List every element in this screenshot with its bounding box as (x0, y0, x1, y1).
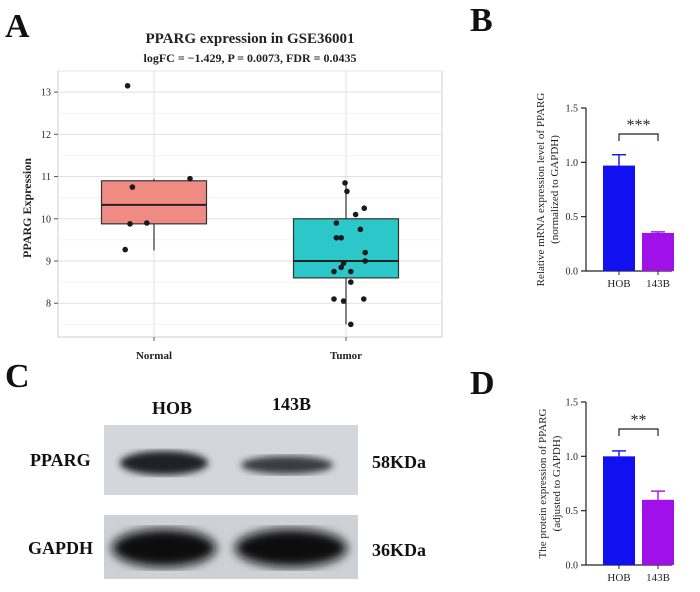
y-tick-label: 1.0 (566, 452, 579, 463)
blot-band-gapdh-hob (112, 529, 216, 567)
blot-band-pparg-143b (241, 456, 333, 474)
y-tick-label: 0.5 (566, 506, 579, 517)
data-point (331, 268, 337, 275)
y-tick-label: 10 (41, 214, 51, 225)
bar-143b (642, 232, 674, 271)
data-point (338, 264, 345, 271)
blot-protein-gapdh: GAPDH (28, 538, 93, 558)
data-point (348, 279, 354, 285)
x-tick-label: HOB (607, 572, 630, 584)
y-axis-label-line1: Relative mRNA expression level of PPARG (535, 93, 547, 287)
significance-bracket (618, 133, 659, 141)
chart-a-ylabel: PPARG Expression (20, 158, 34, 258)
y-tick-label: 9 (46, 257, 51, 268)
data-point (344, 188, 350, 195)
blot-band-pparg-hob (120, 451, 208, 475)
blot-protein-pparg: PPARG (30, 450, 91, 470)
data-point (360, 296, 367, 302)
box-normal (100, 180, 208, 225)
significance-label: ** (631, 412, 647, 429)
data-point (340, 260, 347, 266)
blot-lane-143b: 143B (272, 394, 312, 414)
data-point (352, 211, 359, 218)
y-axis-label: Relative mRNA expression level of PPARG(… (535, 93, 561, 287)
blot-size-pparg: 58KDa (372, 452, 426, 472)
data-point (340, 298, 347, 304)
data-point (348, 321, 354, 328)
x-tick-label: Normal (136, 350, 172, 362)
data-point (333, 220, 340, 226)
data-point (361, 205, 368, 212)
data-point (187, 175, 193, 182)
y-axis-label-line1: The protein expression of PPARG (537, 408, 549, 558)
y-tick-label: 11 (41, 172, 51, 183)
western-blot-image (104, 425, 358, 579)
bar-hob (603, 456, 635, 565)
y-tick-label: 0.0 (566, 561, 579, 572)
blot-band-gapdh-143b (235, 529, 347, 567)
panel-letter-b: B (470, 2, 493, 39)
y-tick-label: 12 (41, 130, 51, 141)
data-point (338, 234, 345, 241)
blot-lane-hob: HOB (152, 398, 193, 418)
chart-a-subtitle: logFC = −1.429, P = 0.0073, FDR = 0.0435 (143, 51, 356, 65)
y-tick-label: 13 (41, 88, 51, 99)
y-tick-label: 1.5 (566, 104, 579, 115)
y-tick-label: 1.5 (566, 398, 579, 409)
data-point (129, 184, 136, 190)
x-tick-label: HOB (607, 278, 630, 290)
y-tick-label: 8 (46, 299, 51, 310)
box-tumor (292, 218, 400, 279)
significance-label: *** (627, 117, 651, 134)
data-point (122, 246, 128, 253)
data-point (362, 258, 369, 264)
y-tick-label: 0.0 (566, 267, 579, 278)
panel-letter-d: D (470, 365, 495, 402)
bar-143b (642, 499, 674, 565)
y-tick-label: 1.0 (566, 158, 579, 169)
blot-size-gapdh: 36KDa (372, 540, 426, 560)
data-point (333, 234, 340, 241)
y-axis-label-line2: (adjusted to GAPDH) (551, 435, 563, 531)
chart-a-title: PPARG expression in GSE36001 (145, 31, 354, 47)
x-tick-label: Tumor (330, 350, 362, 362)
data-point (357, 226, 364, 233)
x-tick-label: 143B (646, 572, 670, 584)
boxplot-chart: PPARG expression in GSE36001 logFC = −1.… (20, 31, 443, 362)
y-axis-label-line2: (normalized to GAPDH) (549, 135, 561, 244)
data-point (348, 268, 354, 275)
significance-bracket (618, 428, 659, 436)
y-axis-label: The protein expression of PPARG (adjusted… (537, 408, 563, 558)
panel-letter-c: C (5, 358, 30, 395)
x-tick-label: 143B (646, 278, 670, 290)
data-point (144, 220, 150, 226)
data-point (331, 296, 337, 302)
data-point (342, 180, 348, 186)
bar-chart-mrna: 0.0 0.5 1.0 1.5 Relative mRNA expression lev… (535, 93, 674, 290)
panel-letter-a: A (5, 8, 30, 45)
data-point (124, 82, 131, 89)
data-point (362, 249, 369, 256)
data-point (127, 221, 133, 227)
bar-hob (603, 165, 635, 271)
y-tick-label: 0.5 (566, 212, 579, 223)
